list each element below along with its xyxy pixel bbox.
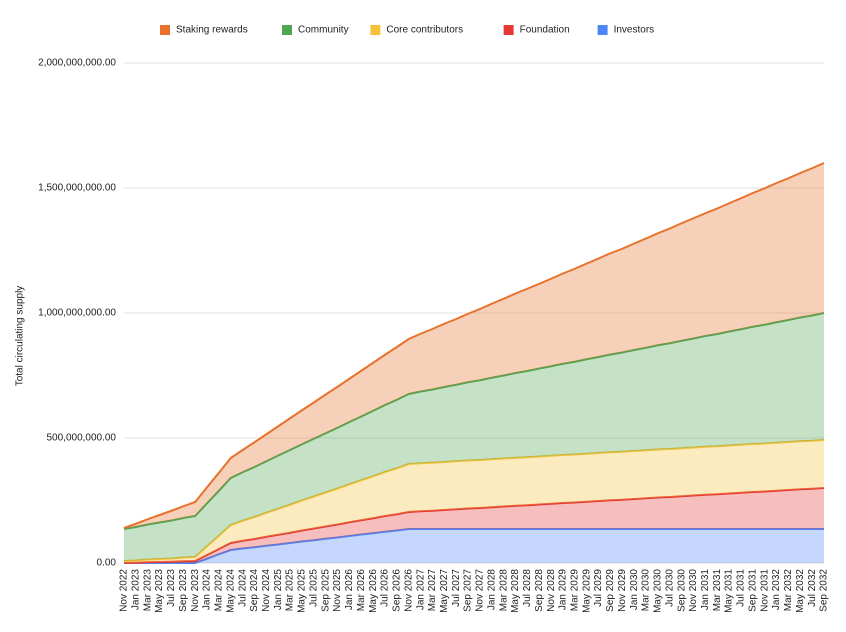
x-tick-label: Mar 2029	[569, 569, 580, 612]
x-tick-label: May 2028	[510, 569, 521, 613]
area	[124, 163, 824, 529]
area	[124, 488, 824, 563]
x-tick-label: Nov 2029	[617, 569, 628, 612]
series-line	[123, 487, 825, 564]
y-axis-title: Total circulating supply	[15, 286, 26, 387]
series-line	[123, 312, 825, 530]
x-tick-label: Sep 2025	[320, 569, 331, 612]
x-tick-label: Jan 2029	[558, 569, 569, 611]
x-tick-label: Sep 2028	[534, 569, 545, 612]
x-tick-label: May 2031	[724, 569, 735, 613]
x-tick-label: Nov 2027	[475, 569, 486, 612]
x-tick-label: Sep 2031	[747, 569, 758, 612]
x-tick-label: Mar 2026	[356, 569, 367, 612]
x-tick-label: Jan 2031	[700, 569, 711, 611]
x-tick-label: Jul 2024	[237, 569, 248, 607]
x-tick-label: Jan 2032	[771, 569, 782, 611]
x-tick-label: May 2030	[653, 569, 664, 613]
x-tick-label: Sep 2032	[819, 569, 830, 612]
x-tick-label: May 2024	[225, 569, 236, 613]
series-line	[123, 439, 825, 562]
x-tick-label: Nov 2031	[759, 569, 770, 612]
x-tick-label: Jul 2031	[736, 569, 747, 607]
x-tick-label: Jul 2027	[451, 569, 462, 607]
x-tick-label: Jul 2030	[664, 569, 675, 607]
x-tick-label: Nov 2028	[546, 569, 557, 612]
x-tick-label: May 2027	[439, 569, 450, 613]
x-tick-label: Mar 2031	[712, 569, 723, 612]
y-tick-label: 500,000,000.00	[46, 433, 116, 444]
x-tick-label: Jul 2025	[308, 569, 319, 607]
x-tick-label: Mar 2028	[498, 569, 509, 612]
x-tick-label: Jul 2026	[380, 569, 391, 607]
x-tick-label: Jul 2028	[522, 569, 533, 607]
x-tick-label: Nov 2023	[190, 569, 201, 612]
x-tick-label: Mar 2025	[285, 569, 296, 612]
legend-label: Foundation	[520, 25, 570, 36]
x-tick-label: Jul 2023	[166, 569, 177, 607]
y-tick-label: 1,500,000,000.00	[38, 183, 116, 194]
area	[124, 440, 824, 563]
x-tick-label: Jan 2028	[486, 569, 497, 611]
x-tick-label: Mar 2027	[427, 569, 438, 612]
series-line	[124, 528, 824, 564]
legend-label: Community	[298, 25, 349, 36]
x-tick-label: Nov 2024	[261, 569, 272, 612]
area	[124, 529, 824, 563]
x-tick-label: Jul 2032	[807, 569, 818, 607]
series-line	[123, 162, 825, 529]
x-tick-label: Nov 2026	[403, 569, 414, 612]
y-tick-label: 0.00	[97, 558, 117, 569]
x-tick-label: Jan 2030	[629, 569, 640, 611]
x-tick-label: Jan 2023	[131, 569, 142, 611]
x-tick-label: Nov 2025	[332, 569, 343, 612]
x-tick-label: Sep 2024	[249, 569, 260, 612]
legend-swatch	[160, 25, 170, 35]
y-tick-label: 1,000,000,000.00	[38, 308, 116, 319]
x-tick-label: Nov 2022	[119, 569, 130, 612]
x-tick-label: Sep 2023	[178, 569, 189, 612]
x-tick-label: Jan 2025	[273, 569, 284, 611]
x-tick-label: Mar 2030	[641, 569, 652, 612]
x-tick-label: Sep 2027	[463, 569, 474, 612]
x-tick-label: May 2025	[297, 569, 308, 613]
x-tick-label: Sep 2029	[605, 569, 616, 612]
area	[124, 313, 824, 561]
x-tick-label: Mar 2023	[142, 569, 153, 612]
x-tick-label: Mar 2032	[783, 569, 794, 612]
x-tick-label: Mar 2024	[214, 569, 225, 612]
x-tick-label: May 2023	[154, 569, 165, 613]
legend-label: Core contributors	[386, 25, 463, 36]
x-tick-label: Jan 2027	[415, 569, 426, 611]
legend-swatch	[370, 25, 381, 35]
x-tick-label: Jan 2026	[344, 569, 355, 611]
x-tick-label: May 2032	[795, 569, 806, 613]
x-tick-label: Jan 2024	[202, 569, 213, 611]
y-tick-label: 2,000,000,000.00	[38, 58, 116, 69]
x-tick-label: Jul 2029	[593, 569, 604, 607]
x-tick-label: May 2029	[581, 569, 592, 613]
legend-label: Staking rewards	[176, 25, 248, 36]
legend-swatch	[282, 25, 292, 35]
x-tick-label: Sep 2030	[676, 569, 687, 612]
x-tick-label: Sep 2026	[392, 569, 403, 612]
legend-label: Investors	[614, 25, 655, 36]
legend-swatch	[597, 25, 608, 35]
x-tick-label: Nov 2030	[688, 569, 699, 612]
legend-swatch	[503, 25, 514, 35]
x-tick-label: May 2026	[368, 569, 379, 613]
